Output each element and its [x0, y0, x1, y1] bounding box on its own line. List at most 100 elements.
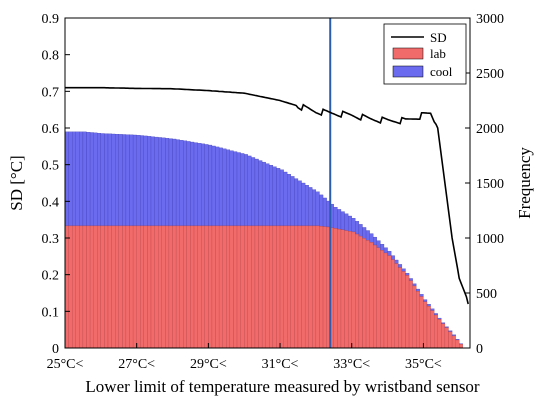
bar-cool — [118, 134, 123, 227]
bar-lab — [441, 323, 446, 349]
y-right-tick-label: 2500 — [476, 67, 504, 82]
bar-lab — [287, 225, 291, 349]
bar-lab — [333, 228, 338, 349]
bar-lab — [72, 225, 76, 349]
bar-cool — [423, 299, 428, 302]
bar-cool — [333, 207, 338, 229]
bar-cool — [72, 131, 76, 227]
bar-lab — [215, 225, 220, 349]
bar-lab — [308, 225, 313, 349]
bar-lab — [301, 225, 306, 349]
bar-lab — [132, 225, 137, 349]
bar-cool — [319, 194, 324, 227]
bar-lab — [201, 225, 205, 349]
bar-cool — [355, 221, 360, 235]
bar-cool — [222, 148, 227, 227]
bar-lab — [373, 244, 377, 349]
bar-lab — [444, 327, 449, 349]
bar-lab — [416, 291, 420, 349]
bar-cool — [279, 169, 284, 227]
bar-lab — [75, 225, 80, 349]
bar-cool — [308, 187, 313, 227]
bar-lab — [100, 225, 105, 349]
bar-lab — [236, 225, 241, 349]
x-tick-label: 25°C< — [47, 357, 84, 372]
bar-cool — [154, 136, 159, 227]
bar-lab — [129, 225, 134, 349]
bar-cool — [290, 176, 295, 227]
bar-cool — [448, 330, 453, 333]
bar-cool — [444, 326, 449, 328]
bar-lab — [233, 225, 238, 349]
bar-cool — [172, 138, 177, 227]
bar-lab — [222, 225, 227, 349]
bar-lab — [394, 263, 399, 349]
bar-cool — [251, 157, 256, 227]
bar-lab — [387, 255, 392, 349]
bar-lab — [140, 225, 144, 349]
bar-lab — [89, 225, 94, 349]
bar-lab — [437, 319, 442, 349]
bar-lab — [351, 231, 356, 349]
bar-cool — [287, 174, 291, 227]
bar-lab — [165, 225, 170, 349]
bar-lab — [419, 296, 424, 349]
bar-cool — [294, 178, 299, 227]
bar-cool — [86, 132, 91, 227]
bar-lab — [204, 225, 209, 349]
bar-lab — [68, 225, 73, 349]
bar-cool — [115, 134, 119, 227]
bar-cool — [140, 135, 144, 227]
y-right-tick-label: 500 — [476, 287, 497, 302]
bar-cool — [89, 132, 94, 227]
bar-lab — [283, 225, 288, 349]
bar-lab — [208, 225, 213, 349]
sd-series-line — [65, 86, 469, 305]
bar-lab — [186, 225, 191, 349]
bar-cool — [204, 144, 209, 227]
bar-lab — [79, 225, 84, 349]
bar-cool — [218, 147, 223, 227]
x-tick-label: 27°C< — [118, 357, 155, 372]
bar-cool — [64, 131, 69, 227]
x-tick-label: 33°C< — [333, 357, 370, 372]
bar-cool — [240, 153, 245, 227]
bar-lab — [290, 225, 295, 349]
bar-cool — [161, 137, 166, 227]
bar-cool — [168, 138, 173, 227]
legend-cool-swatch — [392, 65, 424, 78]
bar-lab — [369, 242, 374, 349]
y-left-tick-label: 0.5 — [42, 159, 60, 174]
bar-lab — [247, 225, 252, 349]
bar-cool — [211, 145, 216, 227]
bar-cool — [272, 166, 277, 227]
bar-lab — [240, 225, 245, 349]
bar-cool — [405, 273, 410, 276]
bar-cool — [304, 185, 309, 227]
bar-cool — [383, 247, 388, 254]
bar-lab — [265, 225, 270, 349]
bar-cool — [434, 313, 438, 316]
bar-lab — [104, 225, 109, 349]
bar-lab — [147, 225, 152, 349]
bar-cool — [322, 197, 327, 227]
bar-cool — [269, 165, 274, 227]
legend-entry-lab: lab — [430, 46, 446, 61]
bar-lab — [315, 225, 320, 349]
bar-cool — [136, 134, 141, 227]
bar-cool — [165, 138, 170, 227]
bar-cool — [351, 218, 356, 233]
bar-cool — [387, 251, 392, 256]
bar-cool — [201, 143, 205, 227]
bar-cool — [254, 158, 259, 227]
bar-layer — [64, 131, 463, 349]
bar-lab — [261, 225, 266, 349]
bar-lab — [362, 238, 367, 349]
y-left-tick-label: 0.3 — [42, 232, 60, 247]
bar-lab — [269, 225, 274, 349]
bar-cool — [226, 149, 231, 227]
bar-lab — [168, 225, 173, 349]
bar-cool — [340, 211, 345, 230]
bar-cool — [301, 182, 306, 227]
